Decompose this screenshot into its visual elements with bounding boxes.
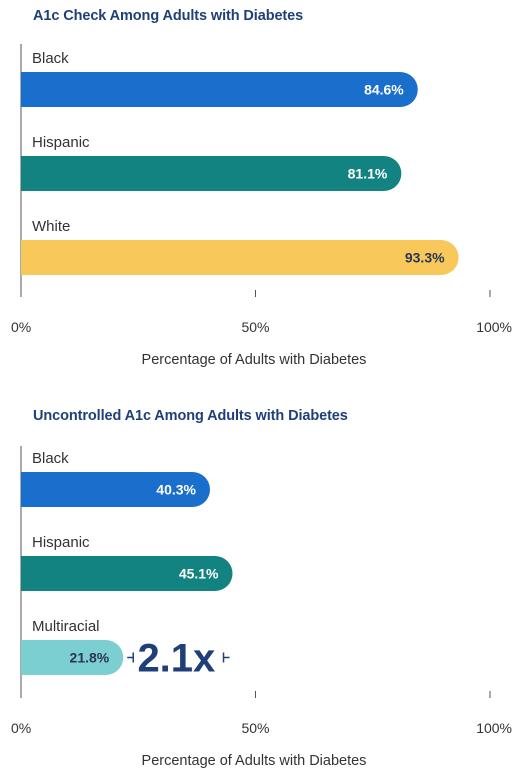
x-axis-label: Percentage of Adults with Diabetes (142, 352, 367, 368)
value-label: 93.3% (405, 250, 445, 266)
value-label: 84.6% (364, 82, 404, 98)
x-tick-label: 0% (11, 720, 31, 736)
bar (21, 240, 459, 275)
bar (21, 640, 124, 675)
x-tick-label: 100% (476, 319, 512, 335)
value-label: 81.1% (348, 166, 388, 182)
x-tick-label: 50% (241, 319, 269, 335)
category-label: Multiracial (32, 618, 100, 635)
value-label: 21.8% (70, 650, 110, 666)
chart-title: Uncontrolled A1c Among Adults with Diabe… (33, 408, 348, 424)
category-label: White (32, 218, 70, 235)
bar (21, 156, 402, 191)
category-label: Hispanic (32, 134, 90, 151)
x-axis-label: Percentage of Adults with Diabetes (142, 753, 367, 769)
uncontrolled-a1c-chart: Uncontrolled A1c Among Adults with Diabe… (0, 400, 515, 770)
bar (21, 72, 418, 107)
chart-title: A1c Check Among Adults with Diabetes (33, 8, 304, 24)
a1c-check-plot: Black 84.6% Hispanic 81.1% White 93.3% 0% 50% 10… (11, 44, 512, 368)
x-tick-label: 0% (11, 319, 31, 335)
a1c-check-chart: A1c Check Among Adults with Diabetes Bla… (0, 0, 515, 380)
ratio-annotation: 2.1x (137, 637, 215, 681)
bar (21, 556, 233, 591)
value-label: 45.1% (179, 566, 219, 582)
category-label: Black (32, 450, 69, 467)
category-label: Black (32, 50, 69, 67)
bar (21, 472, 211, 507)
x-tick-label: 50% (241, 720, 269, 736)
x-tick-label: 100% (476, 720, 512, 736)
value-label: 40.3% (156, 482, 196, 498)
category-label: Hispanic (32, 534, 90, 551)
uncontrolled-a1c-plot: Black 40.3% Hispanic 45.1% Multiracial 21.8% 2… (11, 446, 512, 769)
